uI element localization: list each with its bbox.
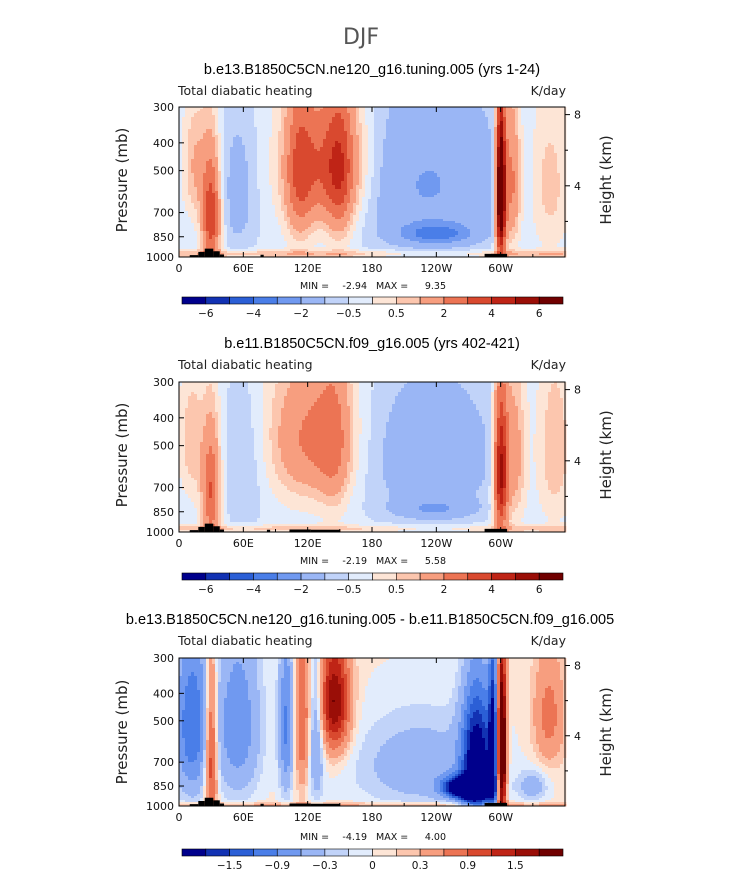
figure-title: DJF — [343, 25, 379, 50]
figure-canvas: DJF b.e13.B1850C5CN.ne120_g16.tuning.005… — [0, 0, 733, 872]
units-label: K/day — [531, 83, 567, 98]
panel-control-ne120: b.e13.B1850C5CN.ne120_g16.tuning.005 (yr… — [113, 62, 615, 320]
variable-label: Total diabatic heating — [177, 83, 313, 98]
panel-title: b.e13.B1850C5CN.ne120_g16.tuning.005 (yr… — [204, 62, 540, 78]
